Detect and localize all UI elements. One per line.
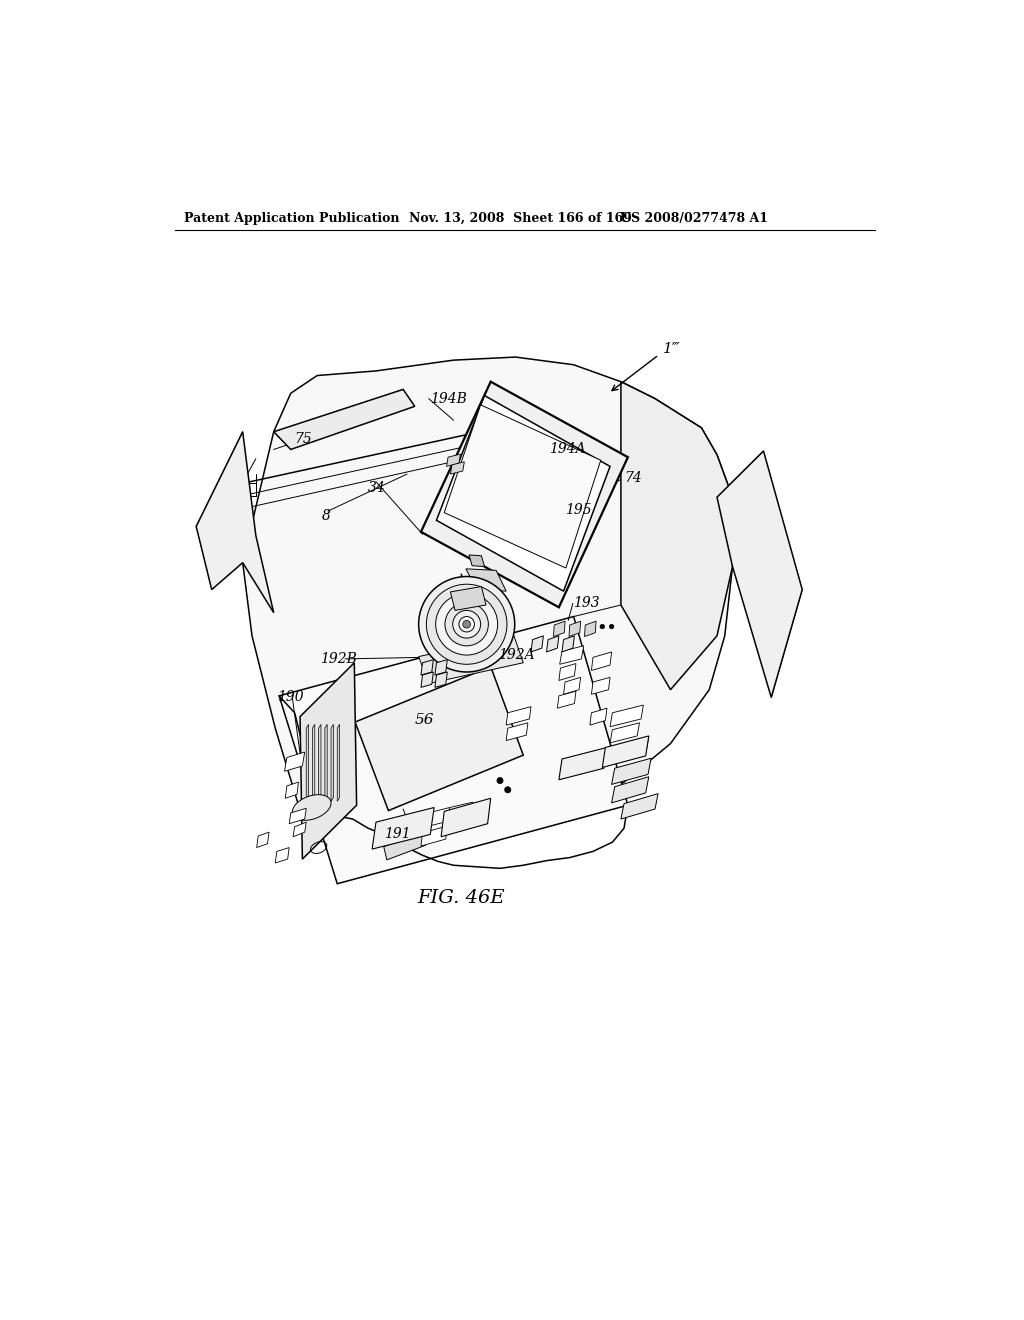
Polygon shape [197,432,273,612]
Polygon shape [449,803,473,820]
Polygon shape [531,636,544,652]
Text: 194B: 194B [430,392,467,405]
Circle shape [609,624,614,628]
Text: 34: 34 [369,480,386,495]
Text: 192A: 192A [498,648,535,663]
Polygon shape [435,660,447,675]
Polygon shape [466,569,506,591]
Polygon shape [436,396,610,591]
Polygon shape [289,808,306,824]
Polygon shape [273,389,415,449]
Polygon shape [560,645,584,664]
Polygon shape [602,737,649,767]
Polygon shape [506,723,528,741]
Polygon shape [325,725,328,801]
Text: 192B: 192B [321,652,357,665]
Circle shape [445,603,488,645]
Circle shape [426,585,507,664]
Text: FIG. 46E: FIG. 46E [418,888,505,907]
Polygon shape [318,725,321,801]
Polygon shape [451,462,464,474]
Polygon shape [547,636,559,652]
Polygon shape [611,758,651,784]
Polygon shape [257,832,269,847]
Text: 191: 191 [384,828,411,841]
Polygon shape [312,725,314,801]
Polygon shape [446,454,461,466]
Text: 190: 190 [276,690,303,705]
Circle shape [600,624,604,628]
Polygon shape [563,677,581,694]
Circle shape [419,577,515,672]
Text: US 2008/0277478 A1: US 2008/0277478 A1 [621,213,768,224]
Polygon shape [355,667,523,810]
Polygon shape [585,622,596,636]
Polygon shape [441,799,490,837]
Polygon shape [300,663,356,859]
Text: 8: 8 [322,510,331,524]
Polygon shape [506,706,531,725]
Circle shape [505,787,511,793]
Polygon shape [557,692,575,708]
Polygon shape [306,725,308,801]
Text: Nov. 13, 2008  Sheet 166 of 169: Nov. 13, 2008 Sheet 166 of 169 [409,213,632,224]
Polygon shape [590,708,607,725]
Circle shape [453,610,480,638]
Polygon shape [384,832,426,859]
Text: Patent Application Publication: Patent Application Publication [183,213,399,224]
Polygon shape [592,677,610,694]
Polygon shape [569,622,581,636]
Polygon shape [275,847,289,863]
Polygon shape [293,822,306,837]
Polygon shape [243,358,732,851]
Polygon shape [420,808,450,829]
Polygon shape [621,381,732,689]
Polygon shape [610,705,643,726]
Polygon shape [421,381,628,607]
Text: 75: 75 [294,433,311,446]
Polygon shape [610,723,640,743]
Circle shape [497,777,503,784]
Polygon shape [372,808,434,849]
Polygon shape [451,586,486,610]
Polygon shape [559,664,575,681]
Polygon shape [280,616,628,884]
Polygon shape [285,752,305,771]
Polygon shape [717,451,802,697]
Polygon shape [469,554,484,566]
Polygon shape [622,737,649,756]
Circle shape [459,616,474,632]
Polygon shape [421,660,433,675]
Polygon shape [559,747,607,780]
Text: 193: 193 [572,597,599,610]
Text: 74: 74 [624,471,642,484]
Circle shape [435,594,498,655]
Polygon shape [421,672,433,688]
Polygon shape [435,672,447,688]
Text: 194A: 194A [549,442,586,457]
Polygon shape [421,826,447,846]
Polygon shape [449,816,473,833]
Circle shape [463,620,471,628]
Polygon shape [286,781,299,799]
Ellipse shape [292,795,331,820]
Polygon shape [444,405,601,568]
Polygon shape [337,725,340,801]
Polygon shape [419,636,523,684]
Text: 1‴: 1‴ [663,342,680,356]
Text: 56: 56 [415,714,434,727]
Polygon shape [611,776,649,803]
Polygon shape [331,725,334,801]
Text: 195: 195 [565,503,592,516]
Polygon shape [554,622,565,636]
Polygon shape [621,793,658,818]
Polygon shape [592,652,611,671]
Polygon shape [562,636,574,652]
